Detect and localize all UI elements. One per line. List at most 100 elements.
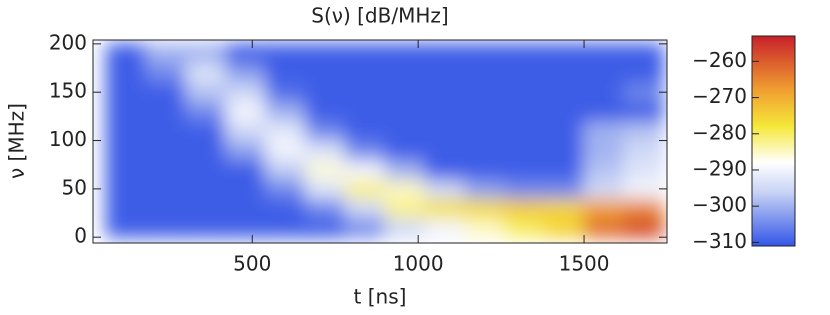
heatmap-cell [623, 217, 664, 237]
heatmap-cell [584, 179, 625, 199]
heatmap-cell [504, 179, 545, 199]
heatmap-cell [544, 217, 585, 237]
heatmap-cell [464, 101, 505, 121]
colorbar [752, 36, 795, 246]
heatmap-cell [345, 198, 386, 218]
heatmap-cell [544, 159, 585, 179]
heatmap-cell [185, 179, 226, 199]
heatmap-cell [345, 101, 386, 121]
colorbar-tick-label: −260 [692, 48, 747, 72]
heatmap-cell [225, 63, 266, 83]
heatmap-cell [146, 179, 187, 199]
heatmap-cell [265, 198, 306, 218]
heatmap-cell [623, 179, 664, 199]
heatmap-cell [584, 217, 625, 237]
heatmap-cell [265, 101, 306, 121]
heatmap-cell [305, 101, 346, 121]
y-axis-label: ν [MHz] [5, 103, 29, 179]
heatmap-cell [584, 43, 625, 63]
heatmap-cell [345, 140, 386, 160]
heatmap-cell [384, 101, 425, 121]
heatmap-cell [305, 82, 346, 102]
heatmap-cell [146, 82, 187, 102]
colorbar-tick-label: −270 [692, 84, 747, 108]
heatmap-cell [464, 217, 505, 237]
heatmap-cell [305, 121, 346, 141]
heatmap-cell [106, 121, 147, 141]
heatmap-cell [185, 63, 226, 83]
heatmap-cell [384, 82, 425, 102]
heatmap-cell [106, 43, 147, 63]
heatmap-cell [225, 101, 266, 121]
heatmap-cell [544, 63, 585, 83]
heatmap-cell [584, 159, 625, 179]
heatmap-cell [504, 140, 545, 160]
colorbar-tick-label: −310 [692, 229, 747, 253]
colorbar-tick-label: −300 [692, 193, 747, 217]
heatmap-cell [106, 140, 147, 160]
x-axis-label: t [ns] [354, 285, 407, 309]
heatmap-cell [584, 63, 625, 83]
heatmap-cell [464, 63, 505, 83]
heatmap-cell [504, 159, 545, 179]
x-tick-label: 1000 [393, 252, 444, 276]
heatmap-cell [225, 82, 266, 102]
heatmap-cell [504, 121, 545, 141]
heatmap-cell [305, 159, 346, 179]
heatmap-cell [623, 82, 664, 102]
heatmap-cell [464, 159, 505, 179]
heatmap-cell [424, 179, 465, 199]
heatmap-cell [305, 43, 346, 63]
heatmap-cell [623, 140, 664, 160]
heatmap-cell [424, 140, 465, 160]
heatmap-cell [265, 159, 306, 179]
heatmap-cell [464, 121, 505, 141]
heatmap-cell [504, 63, 545, 83]
heatmap-cell [146, 101, 187, 121]
heatmap-cell [225, 121, 266, 141]
heatmap-cell [305, 198, 346, 218]
heatmap-cell [504, 101, 545, 121]
heatmap-cell [146, 217, 187, 237]
heatmap-cell [106, 179, 147, 199]
heatmap-cell [384, 43, 425, 63]
heatmap-cell [623, 198, 664, 218]
heatmap-cell [464, 82, 505, 102]
heatmap-cell [424, 43, 465, 63]
chart-title: S(ν) [dB/MHz] [311, 4, 448, 28]
heatmap-cell [584, 198, 625, 218]
heatmap-cell [584, 101, 625, 121]
heatmap-cell [185, 101, 226, 121]
heatmap-cell [305, 179, 346, 199]
y-tick-label: 200 [49, 30, 87, 54]
heatmap-cell [265, 140, 306, 160]
heatmap-cell [185, 121, 226, 141]
heatmap-cell [544, 82, 585, 102]
heatmap-cell [185, 43, 226, 63]
heatmap-cell [146, 63, 187, 83]
heatmap-cell [623, 43, 664, 63]
heatmap-cell [623, 121, 664, 141]
heatmap-cell [345, 217, 386, 237]
heatmap-cell [544, 198, 585, 218]
heatmap-cell [345, 63, 386, 83]
heatmap-cell [106, 159, 147, 179]
heatmap-cell [265, 121, 306, 141]
heatmap-cell [424, 198, 465, 218]
heatmap-cell [544, 140, 585, 160]
y-tick-label: 150 [49, 79, 87, 103]
heatmap-cell [544, 101, 585, 121]
heatmap-cell [225, 198, 266, 218]
heatmap-cell [384, 159, 425, 179]
heatmap-cell [225, 43, 266, 63]
heatmap-cell [225, 159, 266, 179]
heatmap-cell [623, 159, 664, 179]
heatmap-cell [265, 179, 306, 199]
heatmap-cell [106, 198, 147, 218]
heatmap-cell [185, 217, 226, 237]
heatmap-cell [265, 82, 306, 102]
heatmap-cell [584, 121, 625, 141]
y-tick-label: 0 [74, 224, 87, 248]
heatmap-cell [623, 63, 664, 83]
